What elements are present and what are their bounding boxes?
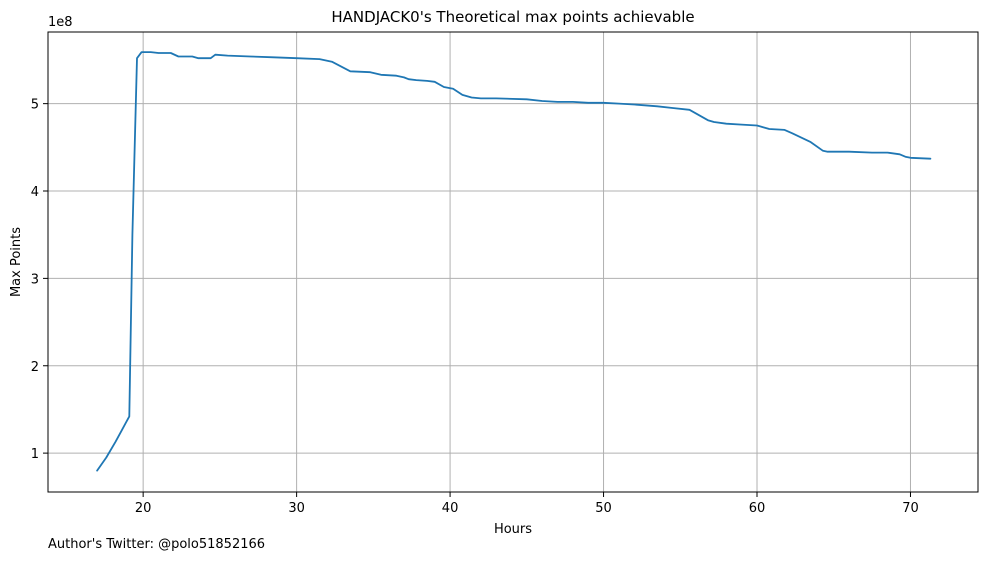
x-tick-label: 30: [288, 501, 305, 516]
y-scale-label: 1e8: [48, 15, 73, 30]
y-axis-label: Max Points: [9, 227, 24, 297]
series-lines: [96, 51, 932, 472]
x-tick-label: 60: [749, 501, 766, 516]
x-tick-label: 70: [902, 501, 919, 516]
x-tick-label: 50: [595, 501, 612, 516]
x-tick-label: 20: [135, 501, 152, 516]
y-tick-label: 5: [31, 98, 39, 113]
x-tick-label: 40: [442, 501, 459, 516]
x-axis-label: Hours: [494, 522, 532, 537]
series-line-0: [96, 51, 932, 472]
x-axis-ticks: 20 30 40 50 60 70: [135, 492, 919, 516]
y-tick-label: 2: [31, 360, 39, 375]
y-tick-label: 1: [31, 447, 39, 462]
author-credit: Author's Twitter: @polo51852166: [48, 537, 266, 552]
grid-lines: [48, 32, 978, 492]
plot-frame: [47, 31, 979, 493]
y-tick-label: 4: [31, 185, 39, 200]
y-axis-ticks: 1 2 3 4 5: [31, 98, 48, 462]
chart-title: HANDJACK0's Theoretical max points achie…: [331, 8, 694, 26]
y-tick-label: 3: [31, 272, 39, 287]
